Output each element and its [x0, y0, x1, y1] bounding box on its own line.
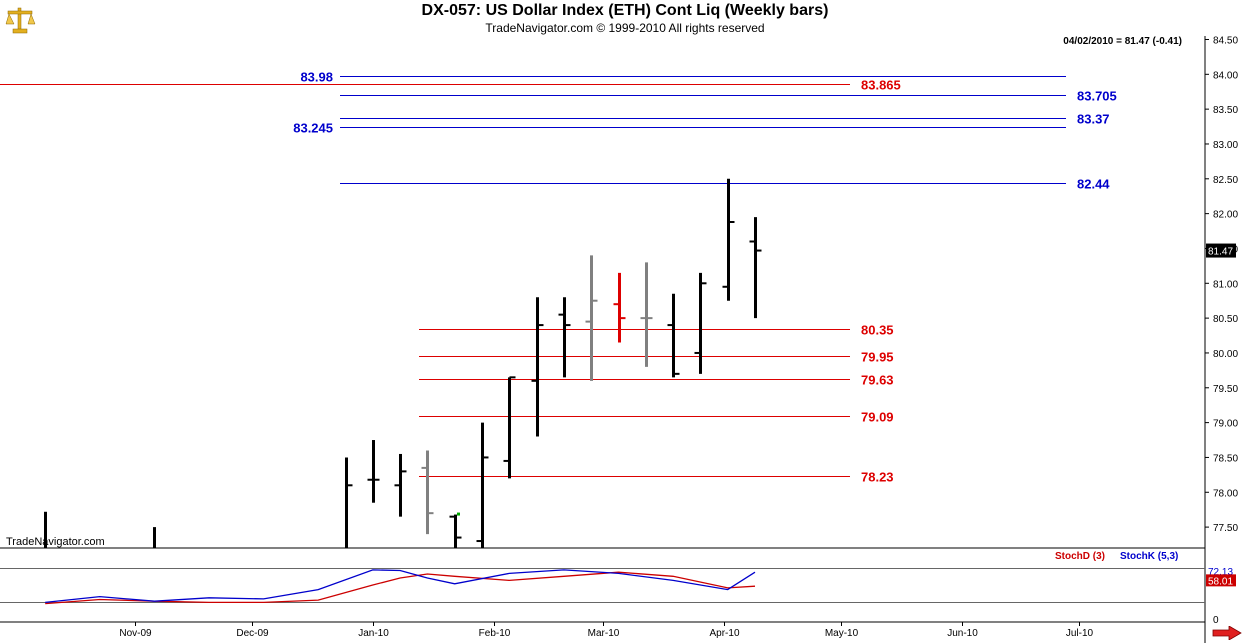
y-tick-label-7: 81.00 [1213, 279, 1238, 290]
level-label-8: 79.63 [861, 373, 894, 388]
stoch-series-1 [45, 569, 756, 604]
y-tick-label-3: 83.00 [1213, 140, 1238, 151]
stoch-y-tick-0: 0 [1213, 615, 1219, 626]
x-tick-label-7: Jun-10 [947, 628, 978, 639]
level-label-4: 83.245 [293, 121, 333, 136]
watermark-text: TradeNavigator.com [6, 536, 105, 548]
legend-stoch-d: StochD (3) [1055, 551, 1105, 562]
last-price-label: 81.47 [1208, 247, 1233, 258]
level-label-9: 79.09 [861, 410, 894, 425]
scales-logo-icon [5, 7, 36, 34]
y-tick-label-10: 79.50 [1213, 384, 1238, 395]
level-label-6: 80.35 [861, 323, 894, 338]
y-tick-label-11: 79.00 [1213, 419, 1238, 430]
y-tick-label-4: 82.50 [1213, 175, 1238, 186]
x-tick-label-6: May-10 [825, 628, 859, 639]
x-tick-label-3: Feb-10 [479, 628, 511, 639]
level-label-0: 83.98 [300, 70, 333, 85]
y-tick-label-12: 78.50 [1213, 453, 1238, 464]
level-label-10: 78.23 [861, 470, 894, 485]
x-tick-label-8: Jul-10 [1066, 628, 1094, 639]
level-label-2: 83.705 [1077, 89, 1117, 104]
price-readout: 04/02/2010 = 81.47 (-0.41) [1063, 36, 1182, 47]
stoch-k-last-label: 72.13 [1208, 567, 1233, 578]
chart-subtitle: TradeNavigator.com © 1999-2010 All right… [485, 21, 765, 35]
y-tick-label-1: 84.00 [1213, 70, 1238, 81]
level-label-7: 79.95 [861, 350, 894, 365]
x-tick-label-2: Jan-10 [358, 628, 389, 639]
x-tick-label-1: Dec-09 [236, 628, 269, 639]
level-label-5: 82.44 [1077, 177, 1110, 192]
y-tick-label-13: 78.00 [1213, 488, 1238, 499]
y-tick-label-14: 77.50 [1213, 523, 1238, 534]
chart-title: DX-057: US Dollar Index (ETH) Cont Liq (… [421, 2, 829, 19]
stoch-series-0 [45, 571, 756, 605]
y-tick-label-5: 82.00 [1213, 210, 1238, 221]
x-tick-label-4: Mar-10 [588, 628, 620, 639]
y-tick-label-9: 80.00 [1213, 349, 1238, 360]
level-label-3: 83.37 [1077, 112, 1110, 127]
right-arrow-icon[interactable] [1212, 626, 1242, 640]
signal-marker [457, 512, 460, 516]
stoch-d-last-label: 58.01 [1208, 576, 1233, 587]
level-label-1: 83.865 [861, 78, 901, 93]
y-tick-label-0: 84.50 [1213, 35, 1238, 46]
stoch-d-last-box [1206, 574, 1236, 587]
x-tick-label-0: Nov-09 [119, 628, 152, 639]
y-tick-label-8: 80.50 [1213, 314, 1238, 325]
last-price-box [1206, 243, 1236, 258]
y-tick-label-2: 83.50 [1213, 105, 1238, 116]
x-tick-label-5: Apr-10 [709, 628, 739, 639]
legend-stoch-k: StochK (5,3) [1120, 551, 1179, 562]
